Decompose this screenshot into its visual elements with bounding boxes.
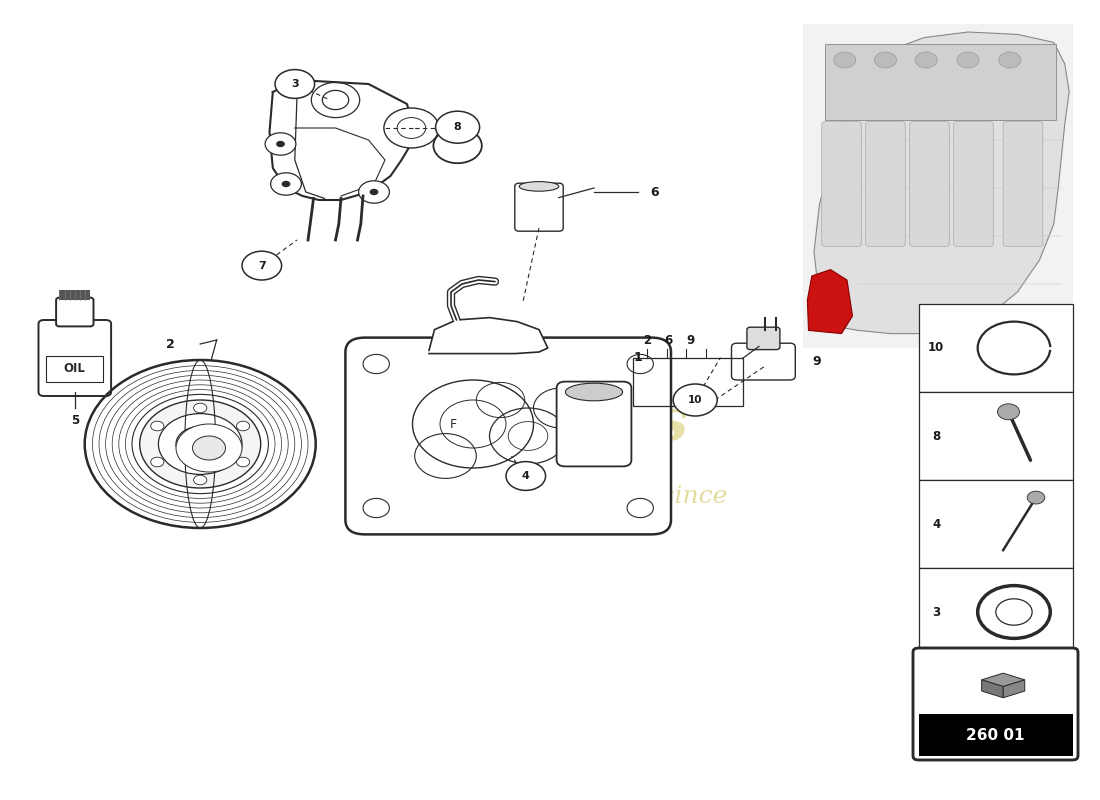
- Text: 9: 9: [812, 355, 821, 368]
- FancyBboxPatch shape: [1003, 122, 1043, 246]
- Circle shape: [999, 52, 1021, 68]
- Circle shape: [271, 173, 301, 195]
- Text: 4: 4: [932, 518, 940, 530]
- Circle shape: [151, 457, 164, 466]
- FancyBboxPatch shape: [39, 320, 111, 396]
- Circle shape: [506, 462, 546, 490]
- Polygon shape: [429, 318, 548, 354]
- Bar: [632, 358, 743, 406]
- FancyBboxPatch shape: [866, 122, 905, 246]
- Polygon shape: [825, 44, 1056, 120]
- Text: 2: 2: [642, 334, 651, 347]
- Circle shape: [192, 436, 226, 460]
- Ellipse shape: [565, 383, 623, 401]
- Text: 10: 10: [688, 395, 703, 405]
- FancyBboxPatch shape: [910, 122, 949, 246]
- Circle shape: [236, 457, 250, 467]
- Text: F: F: [450, 418, 456, 430]
- Bar: [918, 480, 1072, 568]
- Polygon shape: [270, 80, 416, 200]
- Circle shape: [673, 384, 717, 416]
- Text: 3: 3: [932, 606, 940, 618]
- Polygon shape: [981, 673, 1025, 686]
- Circle shape: [275, 70, 315, 98]
- Text: 8: 8: [453, 122, 462, 132]
- Circle shape: [998, 404, 1020, 420]
- Bar: [803, 24, 1072, 348]
- Circle shape: [236, 421, 250, 430]
- Circle shape: [384, 108, 439, 148]
- Text: a passion for parts since: a passion for parts since: [417, 485, 727, 507]
- Circle shape: [359, 181, 389, 203]
- Bar: [918, 714, 1072, 756]
- Text: 7: 7: [257, 261, 266, 270]
- Bar: [918, 568, 1072, 656]
- Circle shape: [176, 424, 242, 472]
- Circle shape: [189, 436, 211, 452]
- Text: euroParts: euroParts: [368, 396, 688, 452]
- FancyBboxPatch shape: [59, 290, 90, 300]
- Circle shape: [957, 52, 979, 68]
- FancyBboxPatch shape: [732, 343, 795, 380]
- Text: 5: 5: [70, 414, 79, 426]
- Circle shape: [151, 421, 164, 430]
- Circle shape: [915, 52, 937, 68]
- FancyBboxPatch shape: [954, 122, 993, 246]
- Text: 260 01: 260 01: [966, 728, 1025, 742]
- Circle shape: [436, 111, 480, 143]
- Text: 6: 6: [650, 186, 659, 198]
- Ellipse shape: [519, 182, 559, 191]
- Bar: [918, 392, 1072, 480]
- Circle shape: [276, 141, 285, 147]
- Polygon shape: [807, 270, 852, 334]
- Circle shape: [176, 426, 224, 462]
- Circle shape: [874, 52, 896, 68]
- Text: 4: 4: [521, 471, 530, 481]
- FancyBboxPatch shape: [557, 382, 631, 466]
- Text: 6: 6: [664, 334, 673, 347]
- Circle shape: [140, 400, 261, 488]
- Polygon shape: [814, 32, 1069, 334]
- Circle shape: [158, 414, 242, 474]
- FancyBboxPatch shape: [747, 327, 780, 350]
- Circle shape: [265, 133, 296, 155]
- Circle shape: [194, 475, 207, 485]
- Circle shape: [370, 189, 378, 195]
- Circle shape: [1027, 491, 1045, 504]
- Circle shape: [433, 128, 482, 163]
- Text: 8: 8: [932, 430, 940, 442]
- Polygon shape: [1003, 680, 1025, 698]
- Polygon shape: [981, 680, 1003, 698]
- Bar: [918, 304, 1072, 392]
- Text: 3: 3: [292, 79, 298, 89]
- Circle shape: [85, 360, 316, 528]
- FancyBboxPatch shape: [345, 338, 671, 534]
- Circle shape: [282, 181, 290, 187]
- FancyBboxPatch shape: [822, 122, 861, 246]
- Text: OIL: OIL: [64, 362, 86, 375]
- Text: 2: 2: [166, 338, 175, 350]
- FancyBboxPatch shape: [56, 298, 94, 326]
- Circle shape: [242, 251, 282, 280]
- Circle shape: [194, 403, 207, 413]
- Bar: [46, 356, 103, 382]
- Circle shape: [834, 52, 856, 68]
- FancyBboxPatch shape: [913, 648, 1078, 760]
- FancyBboxPatch shape: [515, 183, 563, 231]
- Text: 9: 9: [686, 334, 695, 347]
- Text: 10: 10: [928, 342, 944, 354]
- Text: 1: 1: [634, 351, 642, 364]
